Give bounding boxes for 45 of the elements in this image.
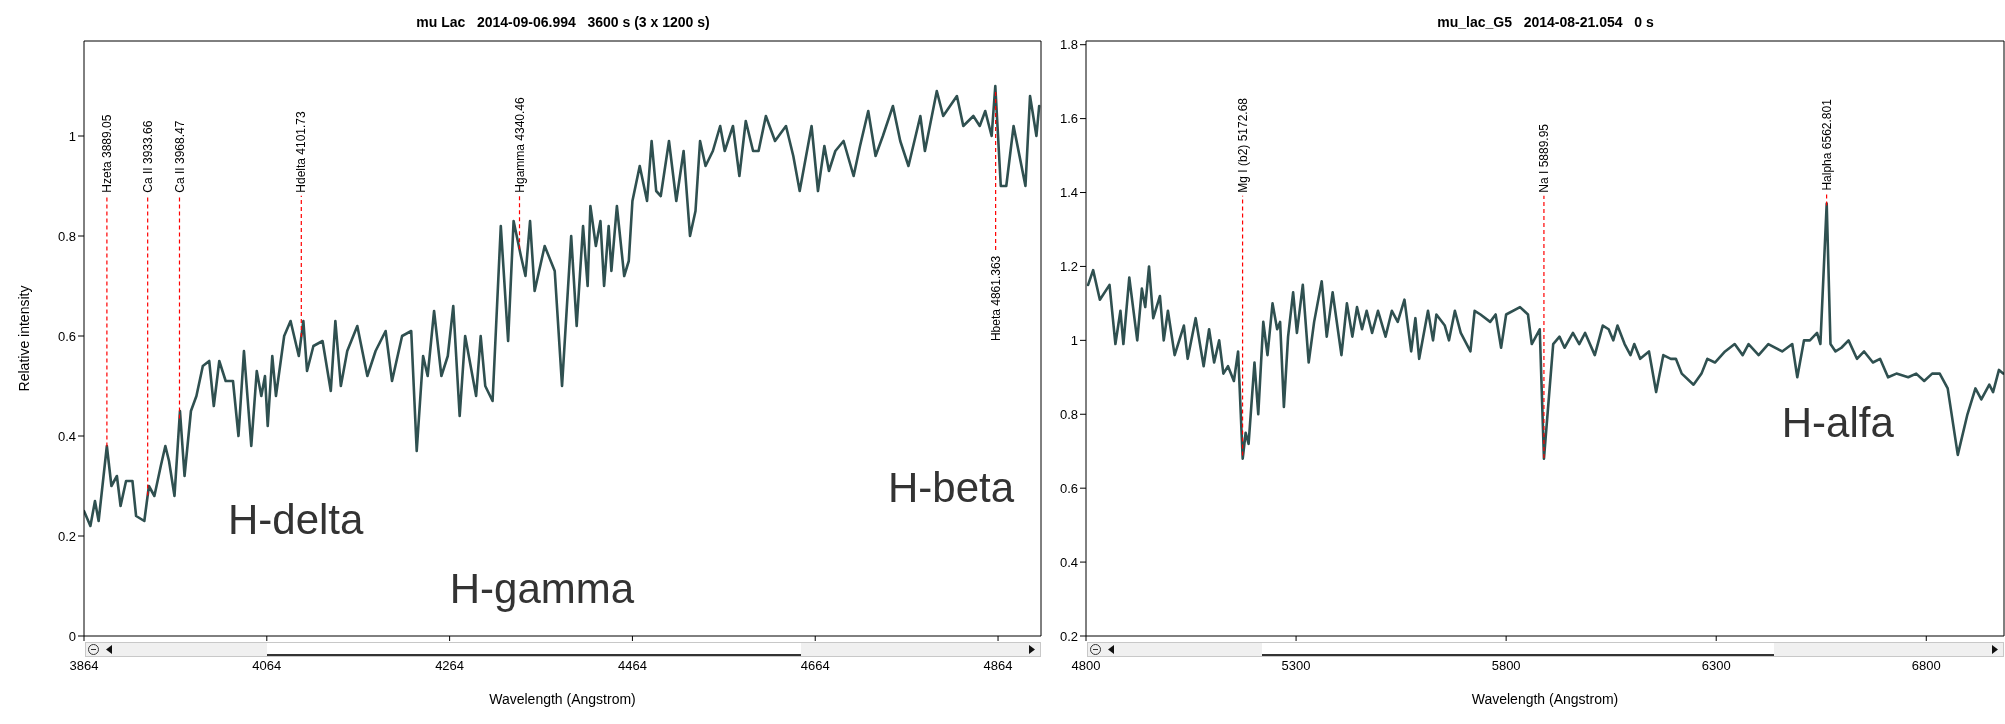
- ref-line-label: Hdelta 4101.73: [294, 110, 309, 193]
- x-tick-label: 4464: [617, 658, 647, 674]
- x-tick-label: 6300: [1701, 658, 1731, 674]
- line-series: [1086, 202, 2004, 460]
- ref-line-label: Hzeta 3889.05: [100, 114, 115, 193]
- x-axis-title: Wavelength (Angstrom): [489, 691, 636, 707]
- y-tick-label: 0.8: [1059, 406, 1078, 422]
- annotation: H-delta: [228, 496, 364, 544]
- y-tick-label: 0.2: [57, 528, 76, 544]
- x-axis-title: Wavelength (Angstrom): [1471, 691, 1619, 707]
- ref-line-label: Mg I (b2) 5172.68: [1235, 97, 1250, 193]
- ref-line-label: Hgamma 4340.46: [512, 96, 527, 193]
- y-tick-label: 1.2: [1059, 259, 1078, 275]
- x-tick-label: 5800: [1491, 658, 1521, 674]
- y-axis-title: Relative intensity: [15, 285, 32, 392]
- y-tick-label: 1.8: [1059, 37, 1078, 53]
- y-tick-label: 0.8: [57, 228, 76, 244]
- annotation: H-alfa: [1781, 398, 1894, 446]
- x-tick-label: 4864: [983, 658, 1013, 674]
- ref-line-label: Na I 5889.95: [1537, 123, 1552, 193]
- y-tick-label: 0.4: [57, 428, 76, 444]
- y-tick-label: 0: [68, 628, 76, 644]
- annotation: H-gamma: [449, 564, 635, 612]
- x-tick-label: 6800: [1911, 658, 1941, 674]
- y-tick-label: 0.6: [57, 328, 76, 344]
- y-tick-label: 0.6: [1059, 480, 1078, 496]
- y-tick-label: 0.4: [1059, 554, 1078, 570]
- ref-line-label: Halpha 6562.801: [1819, 98, 1834, 191]
- x-tick-label: 5300: [1281, 658, 1311, 674]
- x-tick-label: 3864: [69, 658, 99, 674]
- y-tick-label: 0.2: [1059, 628, 1078, 644]
- ref-line-label: Ca II 3933.66: [140, 120, 155, 193]
- y-tick-label: 1: [1070, 332, 1078, 348]
- ref-line-label: Ca II 3968.47: [172, 120, 187, 193]
- chart-title: mu_lac_G5 2014-08-21.054 0 s: [1436, 14, 1655, 30]
- x-tick-label: 4064: [252, 658, 282, 674]
- y-tick-label: 1.4: [1059, 185, 1078, 201]
- ref-line-label: Hbeta 4861.363: [988, 255, 1003, 342]
- annotation: H-beta: [887, 464, 1015, 512]
- chart-title: mu Lac 2014-09-06.994 3600 s (3 x 1200 s): [415, 14, 711, 30]
- y-tick-label: 1.6: [1059, 111, 1078, 127]
- x-tick-label: 4800: [1071, 658, 1101, 674]
- x-tick-label: 4664: [800, 658, 830, 674]
- y-tick-label: 1: [68, 128, 76, 144]
- x-tick-label: 4264: [435, 658, 465, 674]
